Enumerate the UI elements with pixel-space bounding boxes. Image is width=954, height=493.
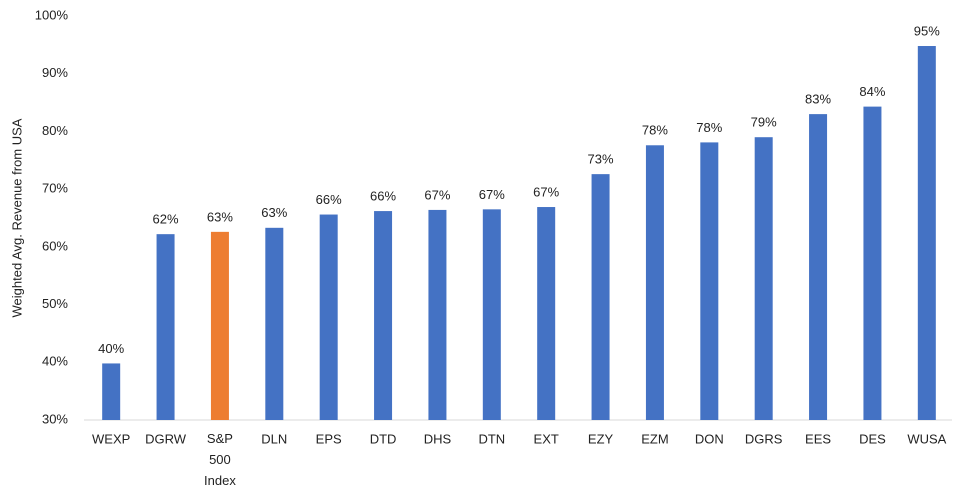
bar <box>319 214 338 420</box>
x-tick-label: EZY <box>588 431 614 446</box>
data-label: 78% <box>696 120 722 135</box>
y-tick-label: 30% <box>42 411 68 426</box>
bar <box>265 227 284 420</box>
x-tick-label: DGRS <box>745 431 783 446</box>
data-label: 78% <box>642 123 668 138</box>
bar <box>754 137 773 420</box>
x-tick-label: DON <box>695 431 724 446</box>
data-label: 67% <box>479 187 505 202</box>
x-tick-label: DLN <box>261 431 287 446</box>
data-label: 66% <box>316 192 342 207</box>
x-tick-label: EES <box>805 431 831 446</box>
data-label: 79% <box>751 115 777 130</box>
data-label: 67% <box>533 184 559 199</box>
y-tick-label: 80% <box>42 123 68 138</box>
y-tick-label: 40% <box>42 354 68 369</box>
bar <box>210 231 229 420</box>
data-label: 63% <box>207 209 233 224</box>
x-tick-label: DES <box>859 431 886 446</box>
data-label: 73% <box>588 152 614 167</box>
x-tick-label: S&P 500 Index <box>204 431 236 488</box>
x-tick-label: WUSA <box>907 431 946 446</box>
data-label: 95% <box>914 23 940 38</box>
bar <box>374 211 393 420</box>
data-label: 63% <box>261 205 287 220</box>
x-tick-label: EPS <box>316 431 342 446</box>
data-label: 62% <box>153 212 179 227</box>
bar <box>700 142 719 420</box>
y-tick-label: 70% <box>42 181 68 196</box>
data-label: 84% <box>859 84 885 99</box>
bar <box>156 234 175 420</box>
x-tick-label: DGRW <box>145 431 187 446</box>
data-label: 83% <box>805 92 831 107</box>
bar <box>863 106 882 421</box>
data-label: 40% <box>98 341 124 356</box>
y-tick-label: 60% <box>42 238 68 253</box>
x-tick-label: EXT <box>534 431 559 446</box>
y-tick-label: 100% <box>35 7 69 22</box>
x-tick-label: DTN <box>478 431 505 446</box>
y-tick-label: 50% <box>42 296 68 311</box>
bar <box>917 46 936 421</box>
bar <box>809 114 828 420</box>
bar <box>428 209 447 420</box>
data-label: 67% <box>424 187 450 202</box>
data-label: 66% <box>370 189 396 204</box>
x-tick-label: EZM <box>641 431 668 446</box>
y-tick-label: 90% <box>42 65 68 80</box>
bar <box>591 174 610 420</box>
bar <box>537 207 556 420</box>
bar <box>102 363 121 420</box>
x-tick-label: DTD <box>370 431 397 446</box>
x-tick-label: DHS <box>424 431 452 446</box>
y-axis-label: Weighted Avg. Revenue from USA <box>9 118 24 317</box>
x-tick-label: WEXP <box>92 431 130 446</box>
bar <box>482 209 501 420</box>
bar <box>645 145 664 420</box>
